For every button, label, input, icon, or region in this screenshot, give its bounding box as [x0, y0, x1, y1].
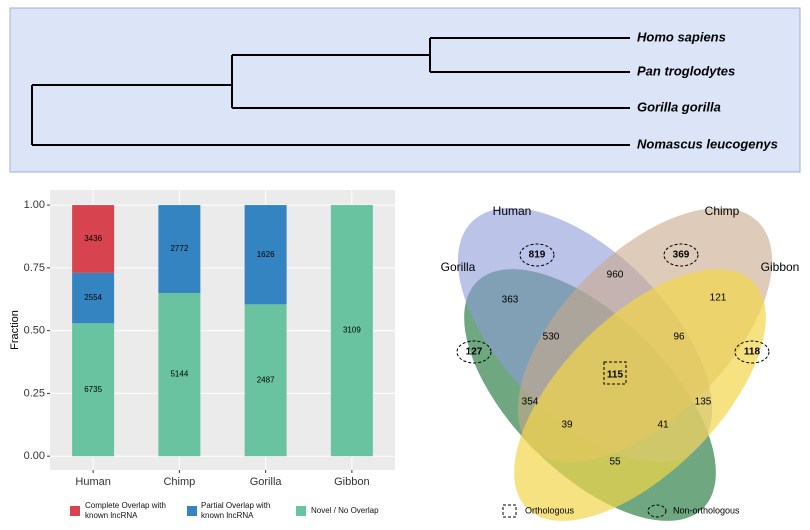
region-count: 96 — [673, 332, 685, 343]
y-axis-label: Fraction — [9, 310, 21, 350]
value-label: 1626 — [257, 250, 275, 259]
legend-swatch — [187, 506, 197, 516]
species-label: Nomascus leucogenys — [637, 136, 778, 151]
region-count: 530 — [543, 332, 560, 343]
species-label: Gorilla gorilla — [637, 99, 721, 114]
bar-segment — [72, 205, 115, 273]
set-label: Chimp — [705, 204, 740, 218]
set-label: Human — [493, 204, 532, 218]
set-label: Gorilla — [441, 260, 476, 274]
legend-label: Partial Overlap with known lncRNA — [201, 501, 271, 520]
set-label: Gibbon — [761, 260, 800, 274]
legend-label: Complete Overlap with known lncRNA — [85, 501, 166, 520]
y-tick-label: 0.00 — [24, 450, 45, 462]
x-tick-label: Human — [75, 476, 110, 488]
region-count: 127 — [466, 347, 483, 358]
bar-segment — [244, 205, 287, 305]
venn-highlights — [456, 243, 770, 518]
species-label: Homo sapiens — [637, 29, 726, 44]
x-tick-label: Gibbon — [334, 476, 369, 488]
region-count: 118 — [744, 347, 761, 358]
y-tick-label: 1.00 — [24, 199, 45, 211]
legend-swatch — [296, 506, 306, 516]
species-label: Pan troglodytes — [637, 63, 735, 78]
bar-segment — [330, 205, 373, 457]
bar-segment — [158, 205, 201, 294]
region-count: 39 — [561, 420, 573, 431]
region-count: 819 — [529, 250, 546, 261]
y-tick-label: 0.50 — [24, 325, 45, 337]
x-tick-label: Gorilla — [250, 476, 283, 488]
legend-swatch — [70, 506, 80, 516]
bar-segment — [72, 323, 115, 457]
venn-legend-label: Non-orthologous — [673, 505, 740, 515]
bar-segment — [158, 293, 201, 457]
y-tick-label: 0.25 — [24, 387, 45, 399]
y-tick-label: 0.75 — [24, 262, 45, 274]
value-label: 3436 — [84, 234, 102, 243]
value-label: 6735 — [84, 385, 102, 394]
value-label: 2554 — [84, 293, 102, 302]
value-label: 2772 — [170, 244, 188, 253]
region-count: 960 — [607, 270, 624, 281]
region-count: 121 — [710, 293, 727, 304]
region-count: 363 — [502, 295, 519, 306]
region-count: 369 — [673, 250, 690, 261]
bar-segment — [244, 304, 287, 457]
region-count: 135 — [695, 397, 712, 408]
region-count: 41 — [657, 420, 669, 431]
legend-label: Novel / No Overlap — [311, 506, 379, 515]
bar-segment — [72, 272, 115, 324]
venn-ellipses — [457, 207, 773, 521]
tree-branches — [31, 37, 630, 146]
region-count: 115 — [607, 370, 624, 381]
region-count: 55 — [609, 457, 621, 468]
x-tick-label: Chimp — [163, 476, 195, 488]
region-count: 354 — [522, 397, 539, 408]
value-label: 5144 — [170, 370, 188, 379]
value-label: 2487 — [257, 375, 275, 384]
venn-legend-label: Orthologous — [525, 505, 575, 515]
value-label: 3109 — [343, 326, 361, 335]
